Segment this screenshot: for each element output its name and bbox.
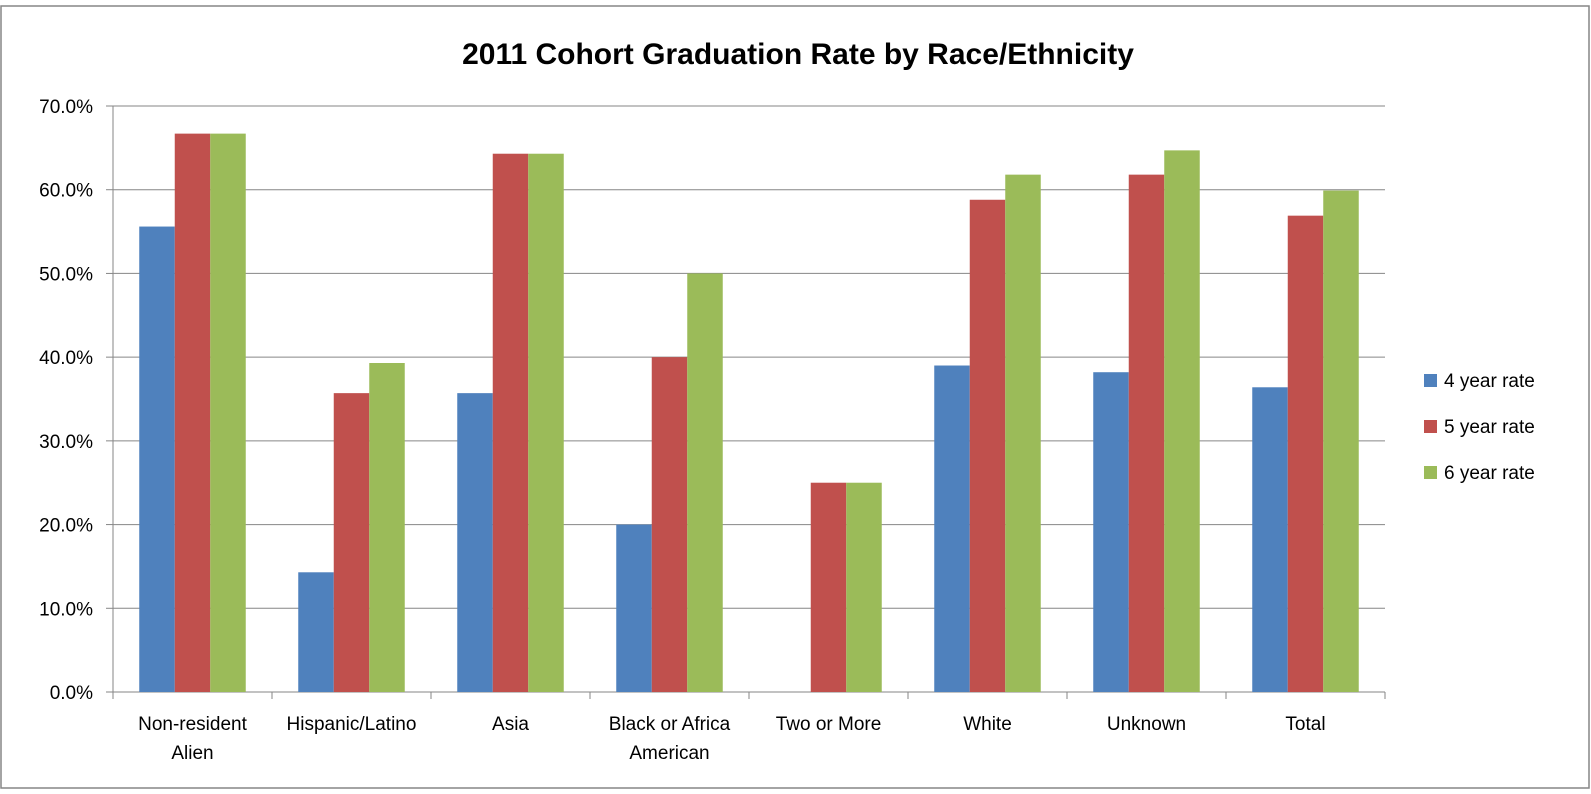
category-labels: Non-resident Alien Hispanic/Latino Asia Blac… [138,714,1325,764]
legend-label: 6 year rate [1444,463,1535,484]
y-tick-label: 30.0% [39,432,93,453]
x-category-label: Unknown [1107,714,1186,735]
bar [1164,150,1200,692]
x-category-label: Asia [492,714,529,735]
bar [1093,372,1129,692]
bar [1128,174,1165,692]
bar [333,393,370,692]
x-category-label: Black or Africa American [609,714,731,764]
bar [492,153,529,692]
legend-swatch [1424,374,1437,387]
bar [369,363,405,692]
axis-layer: 0.0% 10.0% 20.0% 30.0% 40.0% 50.0% 60.0% 70.0% [39,97,1386,704]
bar [174,133,211,692]
bar [934,365,970,692]
legend-label: 5 year rate [1444,417,1535,438]
bar [1005,174,1041,692]
legend-label: 4 year rate [1444,371,1535,392]
x-category-label: White [963,714,1012,735]
bar [1252,387,1288,692]
bar [298,572,334,692]
bar [457,393,493,692]
bar [210,133,246,692]
bar [651,357,688,692]
legend-swatch [1424,466,1437,479]
y-tick-label: 10.0% [39,599,93,620]
bar [528,153,564,692]
y-tick-label: 0.0% [50,683,93,704]
bar [687,273,723,692]
bar [139,226,175,692]
x-category-label: Two or More [776,714,882,735]
legend: 4 year rate 5 year rate 6 year rate [1424,371,1535,484]
y-tick-label: 20.0% [39,516,93,537]
bar [969,199,1006,692]
y-tick-label: 60.0% [39,181,93,202]
legend-swatch [1424,420,1437,433]
bar [1323,190,1359,692]
bar [810,482,847,692]
x-category-label: Total [1285,714,1325,735]
bars-layer [139,133,1359,692]
y-tick-label: 50.0% [39,264,93,285]
y-tick-label: 40.0% [39,348,93,369]
x-category-label: Non-resident Alien [138,714,247,764]
bar [846,482,882,692]
bar [616,524,652,692]
x-category-label: Hispanic/Latino [287,714,417,735]
y-tick-label: 70.0% [39,97,93,118]
chart-title: 2011 Cohort Graduation Rate by Race/Ethn… [462,38,1134,71]
bar [1287,215,1324,692]
